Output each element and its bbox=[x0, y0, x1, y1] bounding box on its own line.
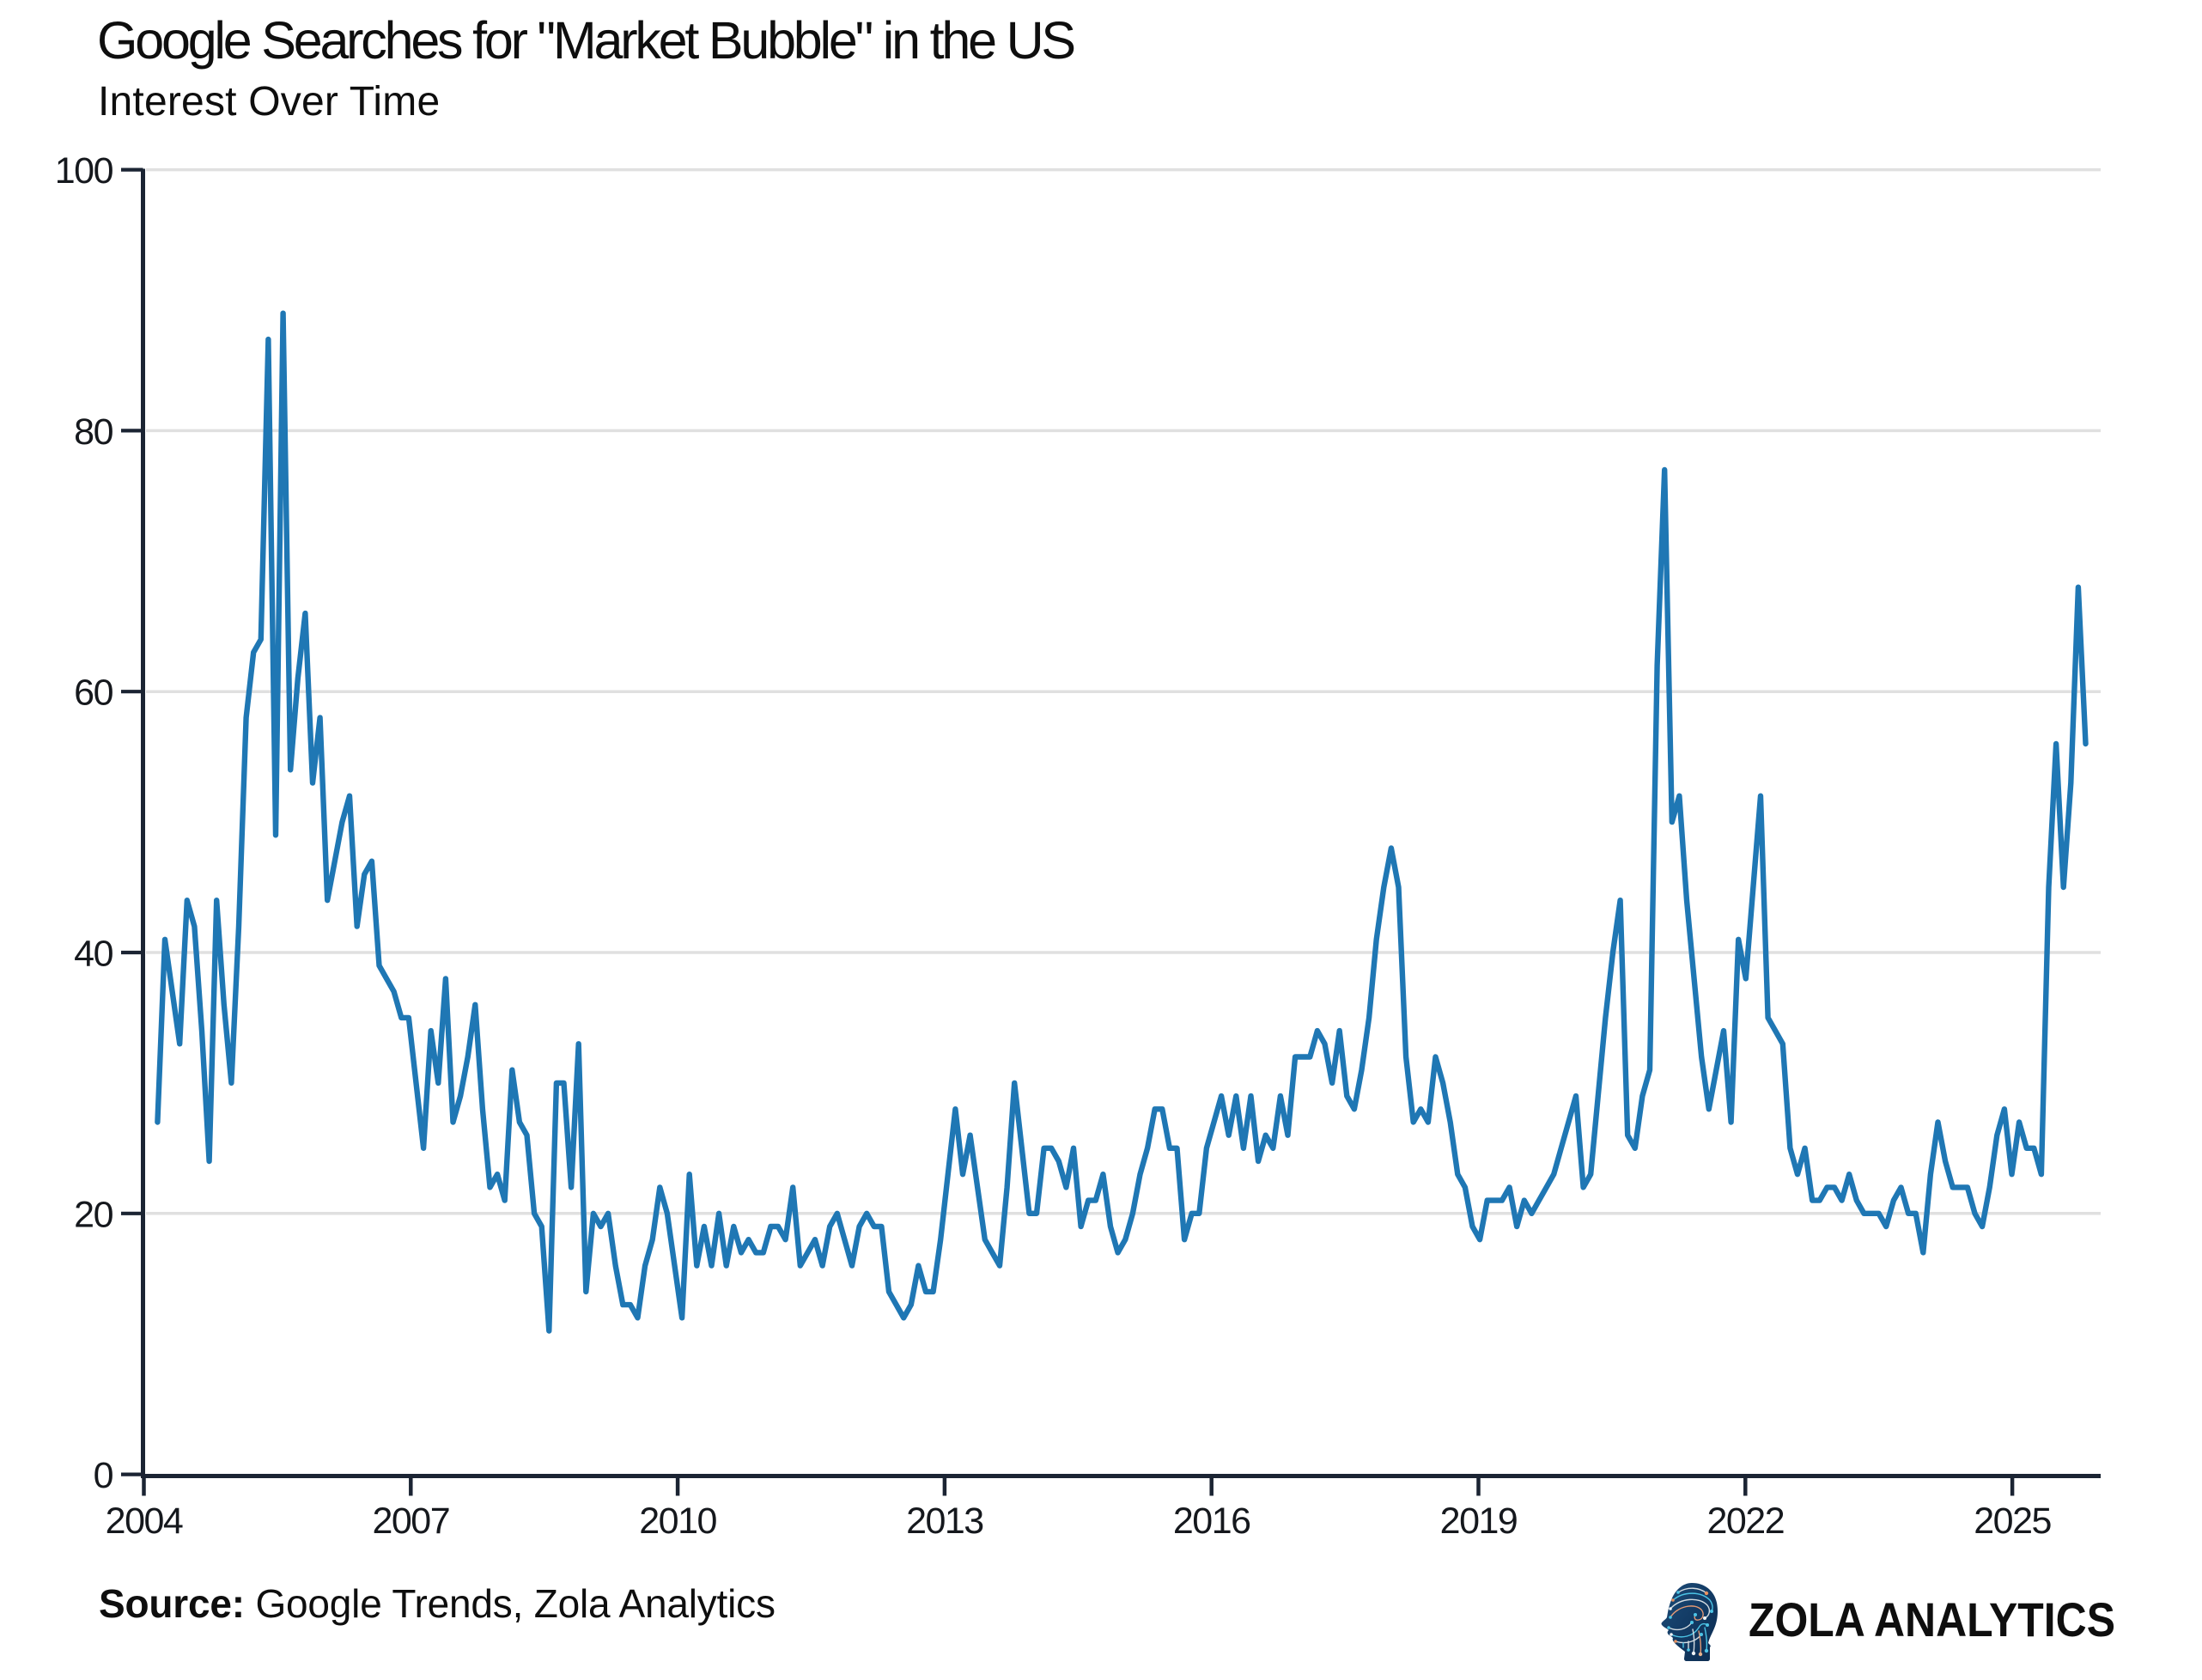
svg-text:2013: 2013 bbox=[906, 1500, 983, 1542]
svg-text:80: 80 bbox=[74, 411, 113, 453]
svg-text:40: 40 bbox=[74, 934, 113, 975]
svg-text:Source: Google Trends, Zola An: Source: Google Trends, Zola Analytics bbox=[99, 1581, 776, 1626]
svg-text:2019: 2019 bbox=[1440, 1500, 1518, 1542]
svg-text:100: 100 bbox=[55, 150, 113, 192]
svg-text:ZOLA ANALYTICS: ZOLA ANALYTICS bbox=[1749, 1592, 2115, 1647]
svg-text:2010: 2010 bbox=[639, 1500, 716, 1542]
svg-text:20: 20 bbox=[74, 1194, 113, 1235]
svg-text:2025: 2025 bbox=[1974, 1500, 2051, 1542]
svg-text:2007: 2007 bbox=[372, 1500, 449, 1542]
svg-text:2004: 2004 bbox=[106, 1500, 183, 1542]
svg-text:60: 60 bbox=[74, 673, 113, 714]
svg-text:0: 0 bbox=[94, 1455, 113, 1496]
svg-text:2022: 2022 bbox=[1706, 1500, 1784, 1542]
svg-text:Interest Over Time: Interest Over Time bbox=[98, 79, 440, 125]
svg-text:Google Searches for "Market Bu: Google Searches for "Market Bubble" in t… bbox=[97, 11, 1074, 70]
svg-text:2016: 2016 bbox=[1173, 1500, 1250, 1542]
